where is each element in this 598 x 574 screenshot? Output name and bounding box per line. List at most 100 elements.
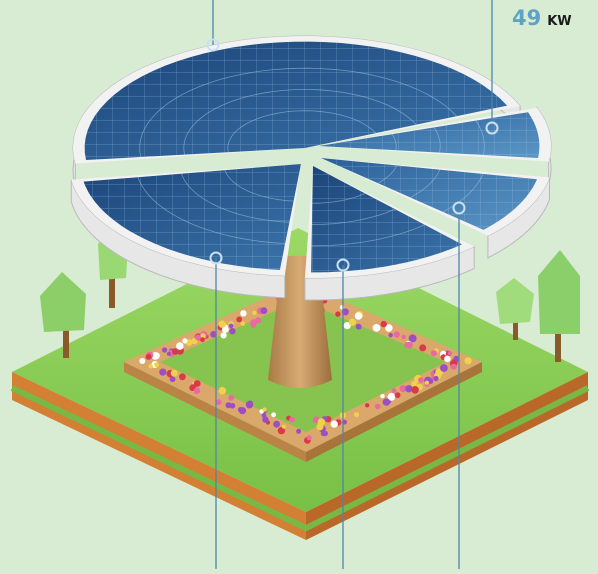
pie-slice-4 (304, 166, 475, 301)
flower (240, 310, 247, 317)
flower (355, 323, 362, 330)
flower (320, 431, 326, 437)
slice-value-label: 49 KW (512, 6, 572, 30)
trees (40, 226, 580, 362)
flower (289, 416, 295, 423)
flower (236, 316, 243, 323)
callout-1 (206, 0, 220, 52)
flower (354, 312, 363, 320)
flower (176, 342, 184, 350)
flower (365, 403, 370, 408)
flower (271, 412, 276, 418)
flower (424, 380, 429, 385)
flower (229, 328, 236, 335)
flower (193, 380, 201, 387)
flower (348, 318, 356, 326)
flower (405, 385, 413, 393)
flower (440, 364, 448, 372)
flower (418, 377, 424, 383)
flower (399, 385, 407, 393)
flower (296, 428, 302, 434)
flower (218, 320, 226, 328)
flower (139, 358, 146, 364)
flower (250, 323, 256, 329)
flower (166, 351, 171, 356)
flower (388, 333, 393, 338)
pie-slice-1 (72, 35, 521, 186)
flower (277, 426, 286, 435)
flower (281, 424, 286, 429)
flower (179, 373, 186, 381)
flower (220, 332, 227, 339)
flower (444, 355, 451, 363)
flower (200, 333, 206, 339)
tree-right-back (496, 278, 534, 340)
pie-slice-2 (319, 106, 552, 184)
flower (447, 350, 453, 356)
flower (317, 418, 326, 426)
flower (210, 331, 217, 338)
callout-5 (209, 251, 223, 569)
flower (464, 357, 472, 365)
slice-unit: KW (547, 14, 572, 29)
callout-3 (452, 201, 466, 569)
flower (391, 388, 397, 394)
flower (238, 407, 247, 415)
flower (372, 324, 381, 332)
flower (408, 334, 417, 343)
callout-4 (336, 258, 350, 569)
flower (450, 363, 457, 370)
pie-slices (70, 35, 552, 301)
flower (145, 353, 152, 360)
flower (374, 403, 381, 410)
flower (430, 350, 437, 357)
flower (218, 386, 227, 395)
flower (260, 307, 268, 315)
flower (240, 321, 246, 326)
flower (162, 347, 168, 353)
tree-right-front (538, 250, 580, 362)
flower (335, 311, 341, 317)
flower (252, 310, 257, 316)
flower (225, 402, 232, 409)
flower (255, 317, 262, 324)
flower (193, 387, 201, 395)
pie-slice-3 (321, 158, 550, 259)
flower (154, 362, 160, 368)
slice-value: 49 (512, 6, 542, 30)
flower (380, 320, 387, 328)
flower (148, 364, 153, 369)
flower (433, 375, 439, 382)
flower (419, 344, 427, 352)
flower (262, 407, 267, 412)
flower (170, 369, 178, 377)
flower (182, 338, 188, 344)
flower (215, 399, 222, 405)
tree-left-front (40, 272, 86, 358)
flower (222, 326, 229, 333)
flower (171, 348, 179, 355)
flower (387, 393, 396, 401)
flower (306, 435, 312, 441)
flower (228, 395, 235, 401)
flower (394, 392, 401, 399)
flower (200, 337, 205, 343)
flower (404, 341, 411, 348)
callout-2 (485, 0, 499, 135)
flower (159, 368, 167, 376)
flower (411, 386, 419, 394)
flower (262, 416, 269, 423)
flower (385, 324, 393, 332)
flower (261, 413, 267, 418)
flower (273, 420, 280, 428)
flower (382, 398, 391, 406)
callout-lines (206, 0, 499, 569)
flower (245, 401, 254, 409)
flower (343, 322, 351, 330)
pie-slice-5 (70, 164, 301, 299)
flower (411, 381, 418, 387)
flower (169, 376, 176, 383)
flower (228, 323, 234, 329)
flower (151, 352, 159, 360)
